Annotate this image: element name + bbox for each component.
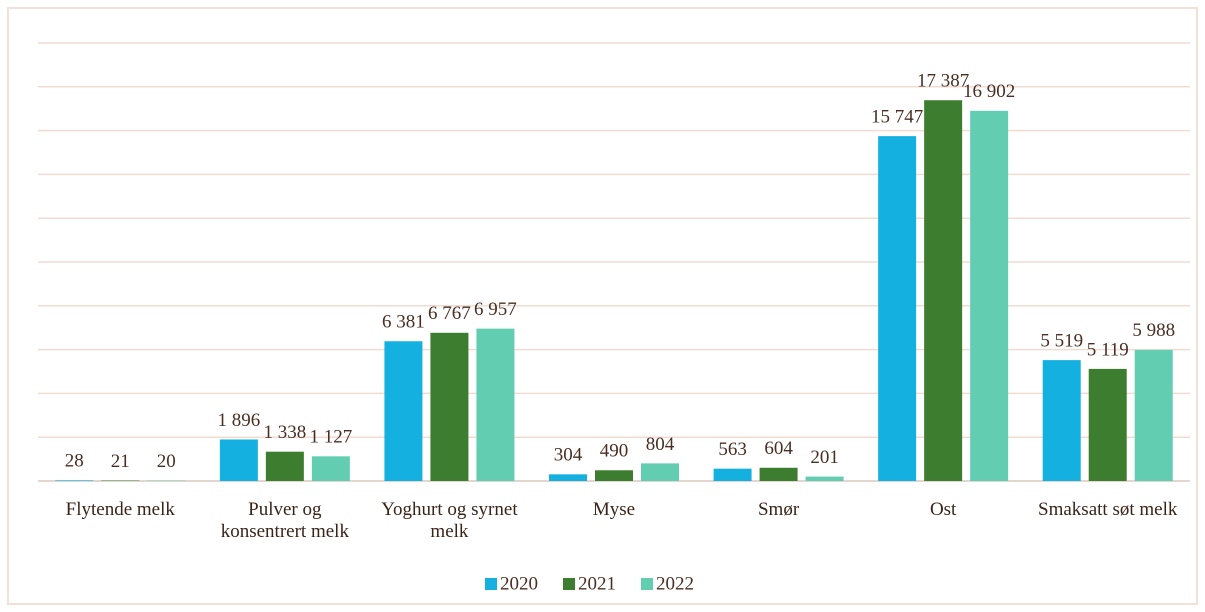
legend-label: 2021 <box>578 573 616 594</box>
value-label: 1 127 <box>309 427 352 448</box>
x-tick-label: Flytende melk <box>65 499 175 520</box>
value-label: 1 896 <box>217 410 260 431</box>
bar <box>1042 360 1081 481</box>
value-label: 304 <box>554 445 583 466</box>
bar <box>265 451 304 481</box>
value-label: 1 338 <box>263 422 306 443</box>
x-tick-label: Pulver og konsentrert melk <box>220 499 349 542</box>
legend-label: 2020 <box>500 573 538 594</box>
bar <box>1134 349 1173 481</box>
bar <box>805 476 844 481</box>
legend-swatch <box>485 578 497 590</box>
value-label: 201 <box>810 447 839 468</box>
value-label: 6 957 <box>474 299 517 320</box>
bar <box>430 332 469 481</box>
value-label: 6 767 <box>428 303 471 324</box>
bar <box>549 474 587 481</box>
value-label: 17 387 <box>917 71 969 92</box>
value-label: 5 988 <box>1132 320 1175 341</box>
x-tick-label: Ost <box>929 499 957 520</box>
value-label: 6 381 <box>382 312 425 333</box>
bar <box>970 110 1009 482</box>
value-label: 563 <box>718 439 747 460</box>
bar <box>219 439 258 481</box>
bar <box>878 136 917 482</box>
value-label: 20 <box>157 451 176 472</box>
bar <box>759 467 798 481</box>
x-tick-label: Smør <box>757 499 800 520</box>
bar <box>476 328 515 481</box>
value-label: 804 <box>646 434 675 455</box>
x-tick-label: Myse <box>592 499 636 520</box>
bar <box>924 100 963 481</box>
frame <box>7 7 1198 605</box>
bar <box>641 463 679 481</box>
value-label: 5 519 <box>1040 330 1083 351</box>
value-label: 5 119 <box>1087 339 1129 360</box>
legend-swatch <box>641 578 653 590</box>
bar <box>713 468 752 481</box>
bar <box>311 456 350 481</box>
value-label: 604 <box>764 438 793 459</box>
value-label: 21 <box>111 451 130 472</box>
value-label: 28 <box>65 451 84 472</box>
bar <box>1088 368 1127 481</box>
bar <box>595 470 633 481</box>
x-tick-label: Yoghurt og syrnet melk <box>381 499 518 542</box>
legend-swatch <box>563 578 575 590</box>
x-tick-label: Smaksatt søt melk <box>1038 499 1178 520</box>
legend-label: 2022 <box>656 573 694 594</box>
value-label: 16 902 <box>963 81 1015 102</box>
value-label: 15 747 <box>871 107 923 128</box>
bar <box>55 480 94 481</box>
value-label: 490 <box>600 441 629 462</box>
bar <box>384 341 423 481</box>
